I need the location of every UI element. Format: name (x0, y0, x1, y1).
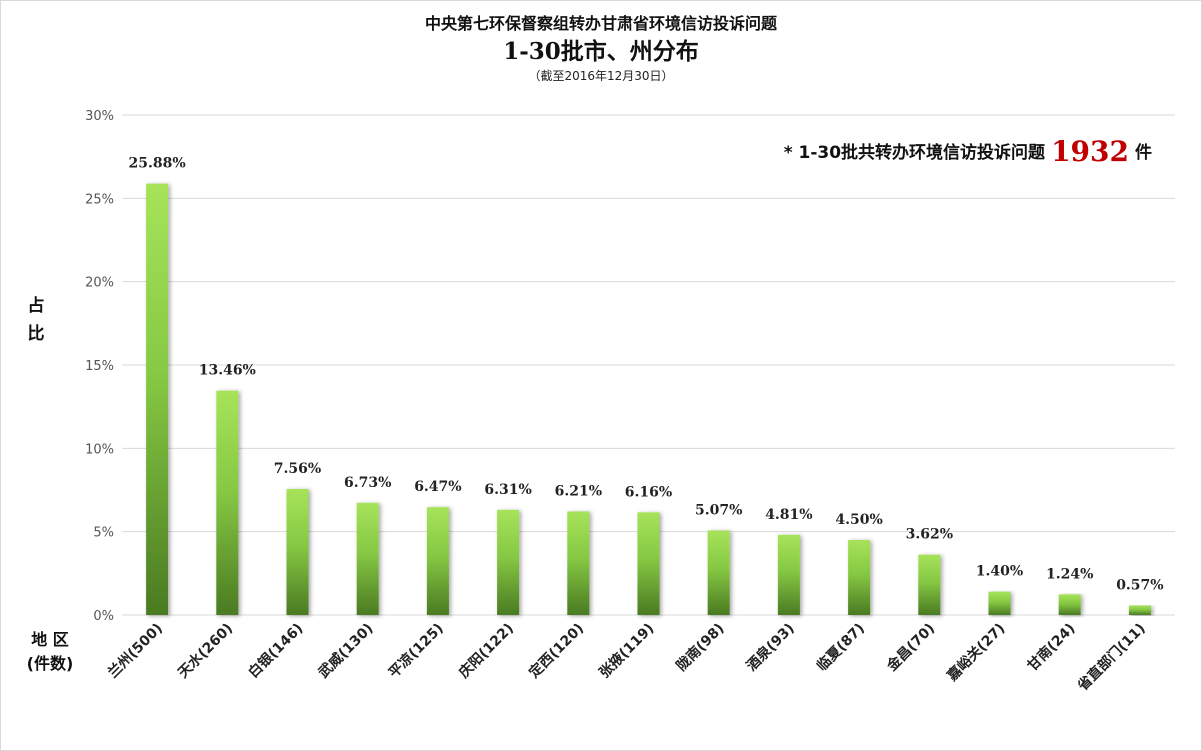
bar (1058, 594, 1081, 615)
bar (286, 489, 309, 615)
bar (988, 591, 1011, 615)
chart-title: 中央第七环保督察组转办甘肃省环境信访投诉问题 (424, 14, 777, 33)
value-label: 7.56% (274, 461, 321, 477)
category-label: 兰州(500) (104, 620, 166, 682)
value-label: 13.46% (199, 363, 256, 379)
category-label: 陇南(98) (673, 620, 728, 675)
category-label: 平凉(125) (385, 620, 447, 682)
value-label: 0.57% (1116, 578, 1163, 594)
category-label: 张掖(119) (596, 620, 658, 682)
value-label: 5.07% (695, 503, 742, 519)
bar (216, 390, 239, 615)
category-label: 临夏(87) (813, 620, 868, 675)
x-axis-label-line2: (件数) (26, 654, 74, 673)
y-tick-label: 10% (85, 442, 114, 457)
bar (426, 507, 449, 615)
y-tick-label: 20% (85, 276, 114, 291)
bar (567, 511, 590, 615)
total-note: * 1-30批共转办环境信访投诉问题 1932 件 (784, 135, 1152, 168)
bar (637, 512, 660, 615)
bar (356, 502, 379, 615)
chart-subtitle: 1-30批市、州分布 (503, 38, 699, 65)
value-label: 6.21% (555, 484, 602, 500)
value-label: 1.24% (1046, 566, 1093, 582)
category-label: 武威(130) (315, 620, 377, 682)
y-tick-label: 15% (85, 359, 114, 374)
category-label: 酒泉(93) (743, 620, 798, 675)
total-note-prefix: * 1-30批共转办环境信访投诉问题 (783, 143, 1046, 163)
value-label: 25.88% (129, 156, 186, 172)
category-label: 定西(120) (526, 620, 588, 682)
total-note-count: 1932 (1051, 135, 1129, 168)
bar (497, 509, 520, 615)
total-note-suffix: 件 (1135, 143, 1152, 163)
value-label: 6.73% (344, 475, 391, 491)
category-label: 天水(260) (175, 620, 237, 682)
y-tick-label: 25% (85, 192, 114, 207)
value-label: 1.40% (976, 564, 1023, 580)
bar (848, 540, 871, 615)
category-label: 甘南(24) (1024, 620, 1079, 675)
category-label: 嘉峪关(27) (943, 620, 1008, 685)
y-tick-label: 30% (85, 109, 114, 124)
category-label: 省直部门(11) (1074, 620, 1149, 695)
category-label: 金昌(70) (883, 620, 938, 675)
y-tick-label: 5% (93, 526, 114, 541)
value-label: 6.16% (625, 484, 672, 500)
value-label: 4.81% (765, 507, 812, 523)
bar (1128, 605, 1151, 615)
bar (707, 530, 730, 615)
x-axis-label: 地 区 (件数) (14, 628, 86, 676)
value-label: 6.31% (484, 482, 531, 498)
category-label: 庆阳(122) (455, 620, 517, 682)
chart-title-block: 中央第七环保督察组转办甘肃省环境信访投诉问题 1-30批市、州分布 （截至201… (0, 12, 1202, 84)
value-label: 4.50% (835, 512, 882, 528)
value-label: 6.47% (414, 479, 461, 495)
bar (146, 183, 169, 615)
x-axis-label-line1: 地 区 (31, 630, 69, 649)
chart-date-note: （截至2016年12月30日） (528, 69, 674, 83)
category-label: 白银(146) (245, 620, 307, 682)
bar (777, 534, 800, 615)
value-label: 3.62% (906, 527, 953, 543)
y-axis-label: 占比 (27, 296, 45, 344)
bar (918, 554, 941, 615)
bar-layer (146, 183, 1151, 615)
y-tick-label: 0% (93, 609, 114, 624)
